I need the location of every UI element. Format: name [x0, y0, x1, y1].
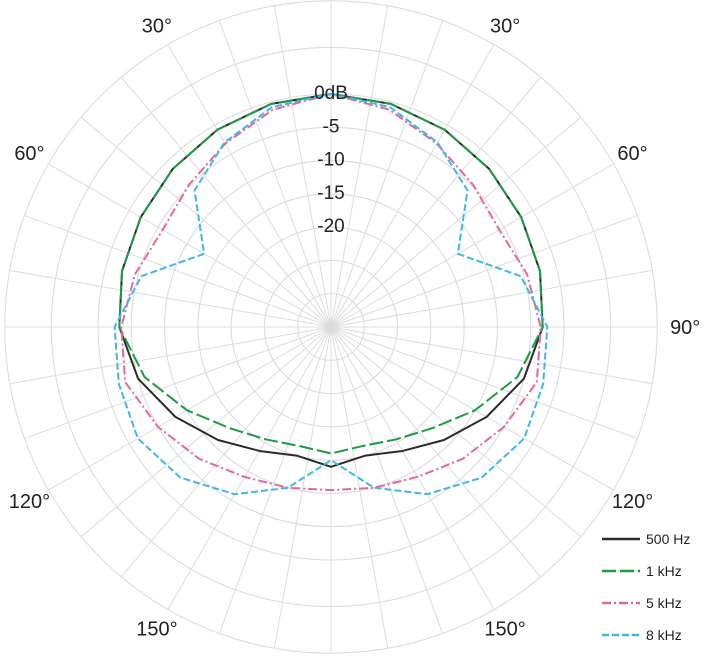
series-line-8-khz [113, 93, 549, 496]
grid-spoke [330, 326, 614, 491]
radial-tick-label: 0dB [314, 83, 348, 104]
legend-label: 8 kHz [646, 627, 682, 643]
angle-label: 60° [14, 143, 44, 165]
grid-spoke [218, 326, 332, 634]
grid-spoke [330, 326, 653, 385]
grid-spoke [120, 326, 332, 578]
grid-spoke [218, 20, 332, 328]
legend-label: 1 kHz [646, 563, 682, 579]
angle-label: 30° [142, 15, 172, 37]
grid-ring [230, 226, 432, 428]
angle-label: 30° [490, 15, 520, 37]
angle-labels: 0°30°30°60°60°90°90°120°120°150°150°180° [9, 15, 701, 641]
grid-spoke [80, 326, 332, 538]
grid-spoke [330, 5, 389, 328]
grid-spoke [9, 269, 332, 328]
grid-ring [50, 46, 612, 608]
radial-tick-label: -15 [317, 183, 344, 204]
grid-spoke [330, 44, 495, 328]
grid-spoke [330, 20, 444, 328]
angle-label: 60° [617, 143, 647, 165]
angle-label: 120° [9, 491, 50, 513]
grid-ring [164, 160, 498, 494]
legend-label: 500 Hz [646, 531, 690, 547]
grid-spoke [24, 326, 332, 440]
grid-ring [197, 193, 465, 461]
legend: 500 Hz 1 kHz 5 kHz 8 kHz [602, 531, 690, 643]
grid-spoke [330, 326, 495, 610]
legend-label: 5 kHz [646, 595, 682, 611]
grid-spoke [330, 326, 638, 440]
angle-label: 90° [670, 317, 700, 339]
grid-spoke [80, 116, 332, 328]
grid-spoke [330, 116, 582, 328]
radial-tick-labels: 0dB -5 -10 -15 -20 [314, 83, 348, 237]
grid-spoke [330, 326, 542, 578]
grid-spoke [9, 326, 332, 385]
radial-tick-label: -20 [317, 216, 344, 237]
grid-spoke [330, 214, 638, 328]
grid-spoke [48, 163, 332, 328]
grid-spoke [330, 163, 614, 328]
grid-spoke [330, 326, 444, 634]
grid-spoke [330, 326, 582, 538]
grid-spoke [273, 5, 332, 328]
grid-spoke [48, 326, 332, 491]
angle-label: 150° [136, 619, 177, 641]
radial-tick-label: -5 [323, 116, 340, 137]
grid-spoke [120, 76, 332, 328]
grid-ring [263, 259, 399, 395]
grid-ring [4, 0, 658, 654]
series-lines [113, 93, 549, 496]
grid-spoke [330, 269, 653, 328]
grid-spoke [167, 326, 332, 610]
series-line-1-khz [118, 93, 544, 455]
series-line-5-khz [120, 93, 542, 492]
grid-spoke [167, 44, 332, 328]
angle-label: 120° [612, 491, 653, 513]
grid-spoke [24, 214, 332, 328]
angle-label: 150° [484, 619, 525, 641]
grid-ring [130, 126, 532, 528]
grid-ring [297, 293, 365, 361]
radial-tick-label: -10 [317, 150, 344, 171]
grid-spoke [330, 76, 542, 328]
grid-spoke [273, 326, 332, 649]
